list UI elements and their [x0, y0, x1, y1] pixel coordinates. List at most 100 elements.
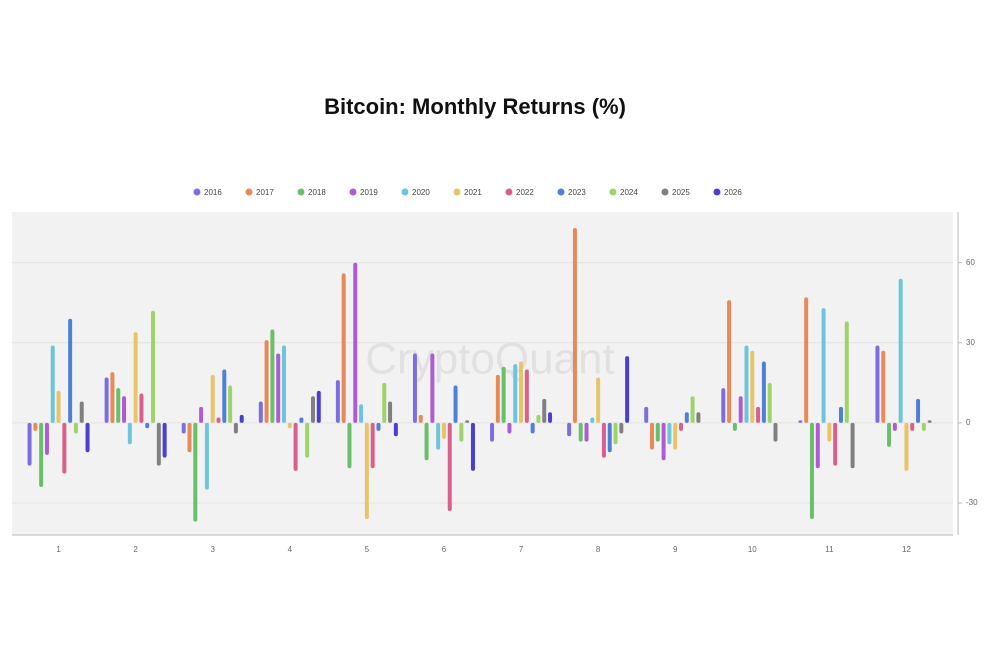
bar: [418, 414, 423, 423]
bar: [804, 297, 809, 423]
bar: [679, 422, 684, 431]
bar: [727, 300, 732, 423]
x-tick-label: 1: [56, 545, 61, 554]
bar: [887, 422, 892, 447]
bar: [833, 422, 838, 466]
bar: [335, 380, 340, 423]
bar: [721, 388, 726, 423]
bar: [607, 422, 612, 453]
bar: [465, 420, 470, 423]
bar: [139, 393, 144, 423]
bar: [815, 422, 820, 469]
bar: [310, 396, 315, 423]
bar: [673, 422, 678, 450]
bar: [370, 422, 375, 469]
x-tick-label: 4: [288, 545, 293, 554]
bar: [916, 398, 921, 423]
x-tick-label: 10: [748, 545, 757, 554]
legend-label: 2017: [256, 188, 274, 197]
bar: [145, 422, 150, 429]
bar: [104, 377, 109, 423]
bar: [536, 414, 541, 423]
bar: [524, 369, 529, 423]
bar: [27, 422, 32, 466]
bar: [495, 374, 500, 423]
bar: [732, 422, 737, 431]
plot-area: [12, 212, 953, 535]
bar: [270, 329, 275, 423]
legend-marker: [557, 188, 565, 196]
legend-label: 2023: [568, 188, 586, 197]
bar: [341, 273, 346, 423]
bar: [750, 350, 755, 423]
bar: [281, 345, 286, 423]
bar: [424, 422, 429, 461]
legend-label: 2024: [620, 188, 638, 197]
y-tick-label: 60: [966, 258, 975, 267]
bar: [910, 422, 915, 431]
bar: [898, 278, 903, 423]
x-tick-label: 11: [825, 545, 834, 554]
bar: [222, 369, 227, 423]
bar: [116, 388, 121, 423]
x-tick-label: 6: [442, 545, 447, 554]
bar: [548, 412, 553, 423]
bar: [655, 422, 660, 442]
legend-marker: [661, 188, 669, 196]
legend-marker: [297, 188, 305, 196]
bar: [904, 422, 909, 471]
bar: [33, 422, 38, 431]
bar: [513, 364, 518, 423]
bar: [761, 361, 766, 423]
bar: [684, 412, 689, 423]
bar: [181, 422, 186, 434]
bar: [216, 417, 221, 423]
bar: [767, 382, 772, 423]
bar: [459, 422, 464, 442]
chart-title: Bitcoin: Monthly Returns (%): [324, 94, 626, 119]
bar: [73, 422, 78, 434]
bar: [519, 361, 524, 423]
bar: [453, 385, 458, 423]
x-tick-label: 12: [902, 545, 911, 554]
bar: [364, 422, 369, 519]
bar: [430, 353, 435, 423]
legend-marker: [193, 188, 201, 196]
bar: [376, 422, 381, 431]
bar: [151, 310, 156, 423]
legend-marker: [609, 188, 617, 196]
bar: [470, 422, 475, 471]
legend-marker: [505, 188, 513, 196]
bar: [809, 422, 814, 519]
bar: [228, 385, 233, 423]
bar: [193, 422, 198, 522]
legend-label: 2022: [516, 188, 534, 197]
bar: [353, 262, 358, 423]
y-tick-label: 30: [966, 338, 975, 347]
bar: [293, 422, 298, 471]
bar: [501, 366, 506, 423]
bar: [542, 398, 547, 423]
bar: [590, 417, 595, 423]
bar: [619, 422, 624, 434]
bar: [921, 422, 926, 431]
bar: [572, 228, 577, 423]
bar: [50, 345, 55, 423]
bar: [110, 372, 115, 423]
bar: [233, 422, 238, 434]
bar: [490, 422, 495, 442]
bar: [276, 353, 281, 423]
bar: [738, 396, 743, 423]
bar: [299, 417, 304, 423]
bar: [305, 422, 310, 458]
bar: [625, 356, 630, 423]
bar: [133, 332, 138, 423]
legend-label: 2016: [204, 188, 222, 197]
legend-label: 2018: [308, 188, 326, 197]
bar: [441, 422, 446, 439]
x-tick-label: 9: [673, 545, 678, 554]
bar: [287, 422, 292, 429]
bar: [382, 382, 387, 423]
bar: [79, 401, 84, 423]
